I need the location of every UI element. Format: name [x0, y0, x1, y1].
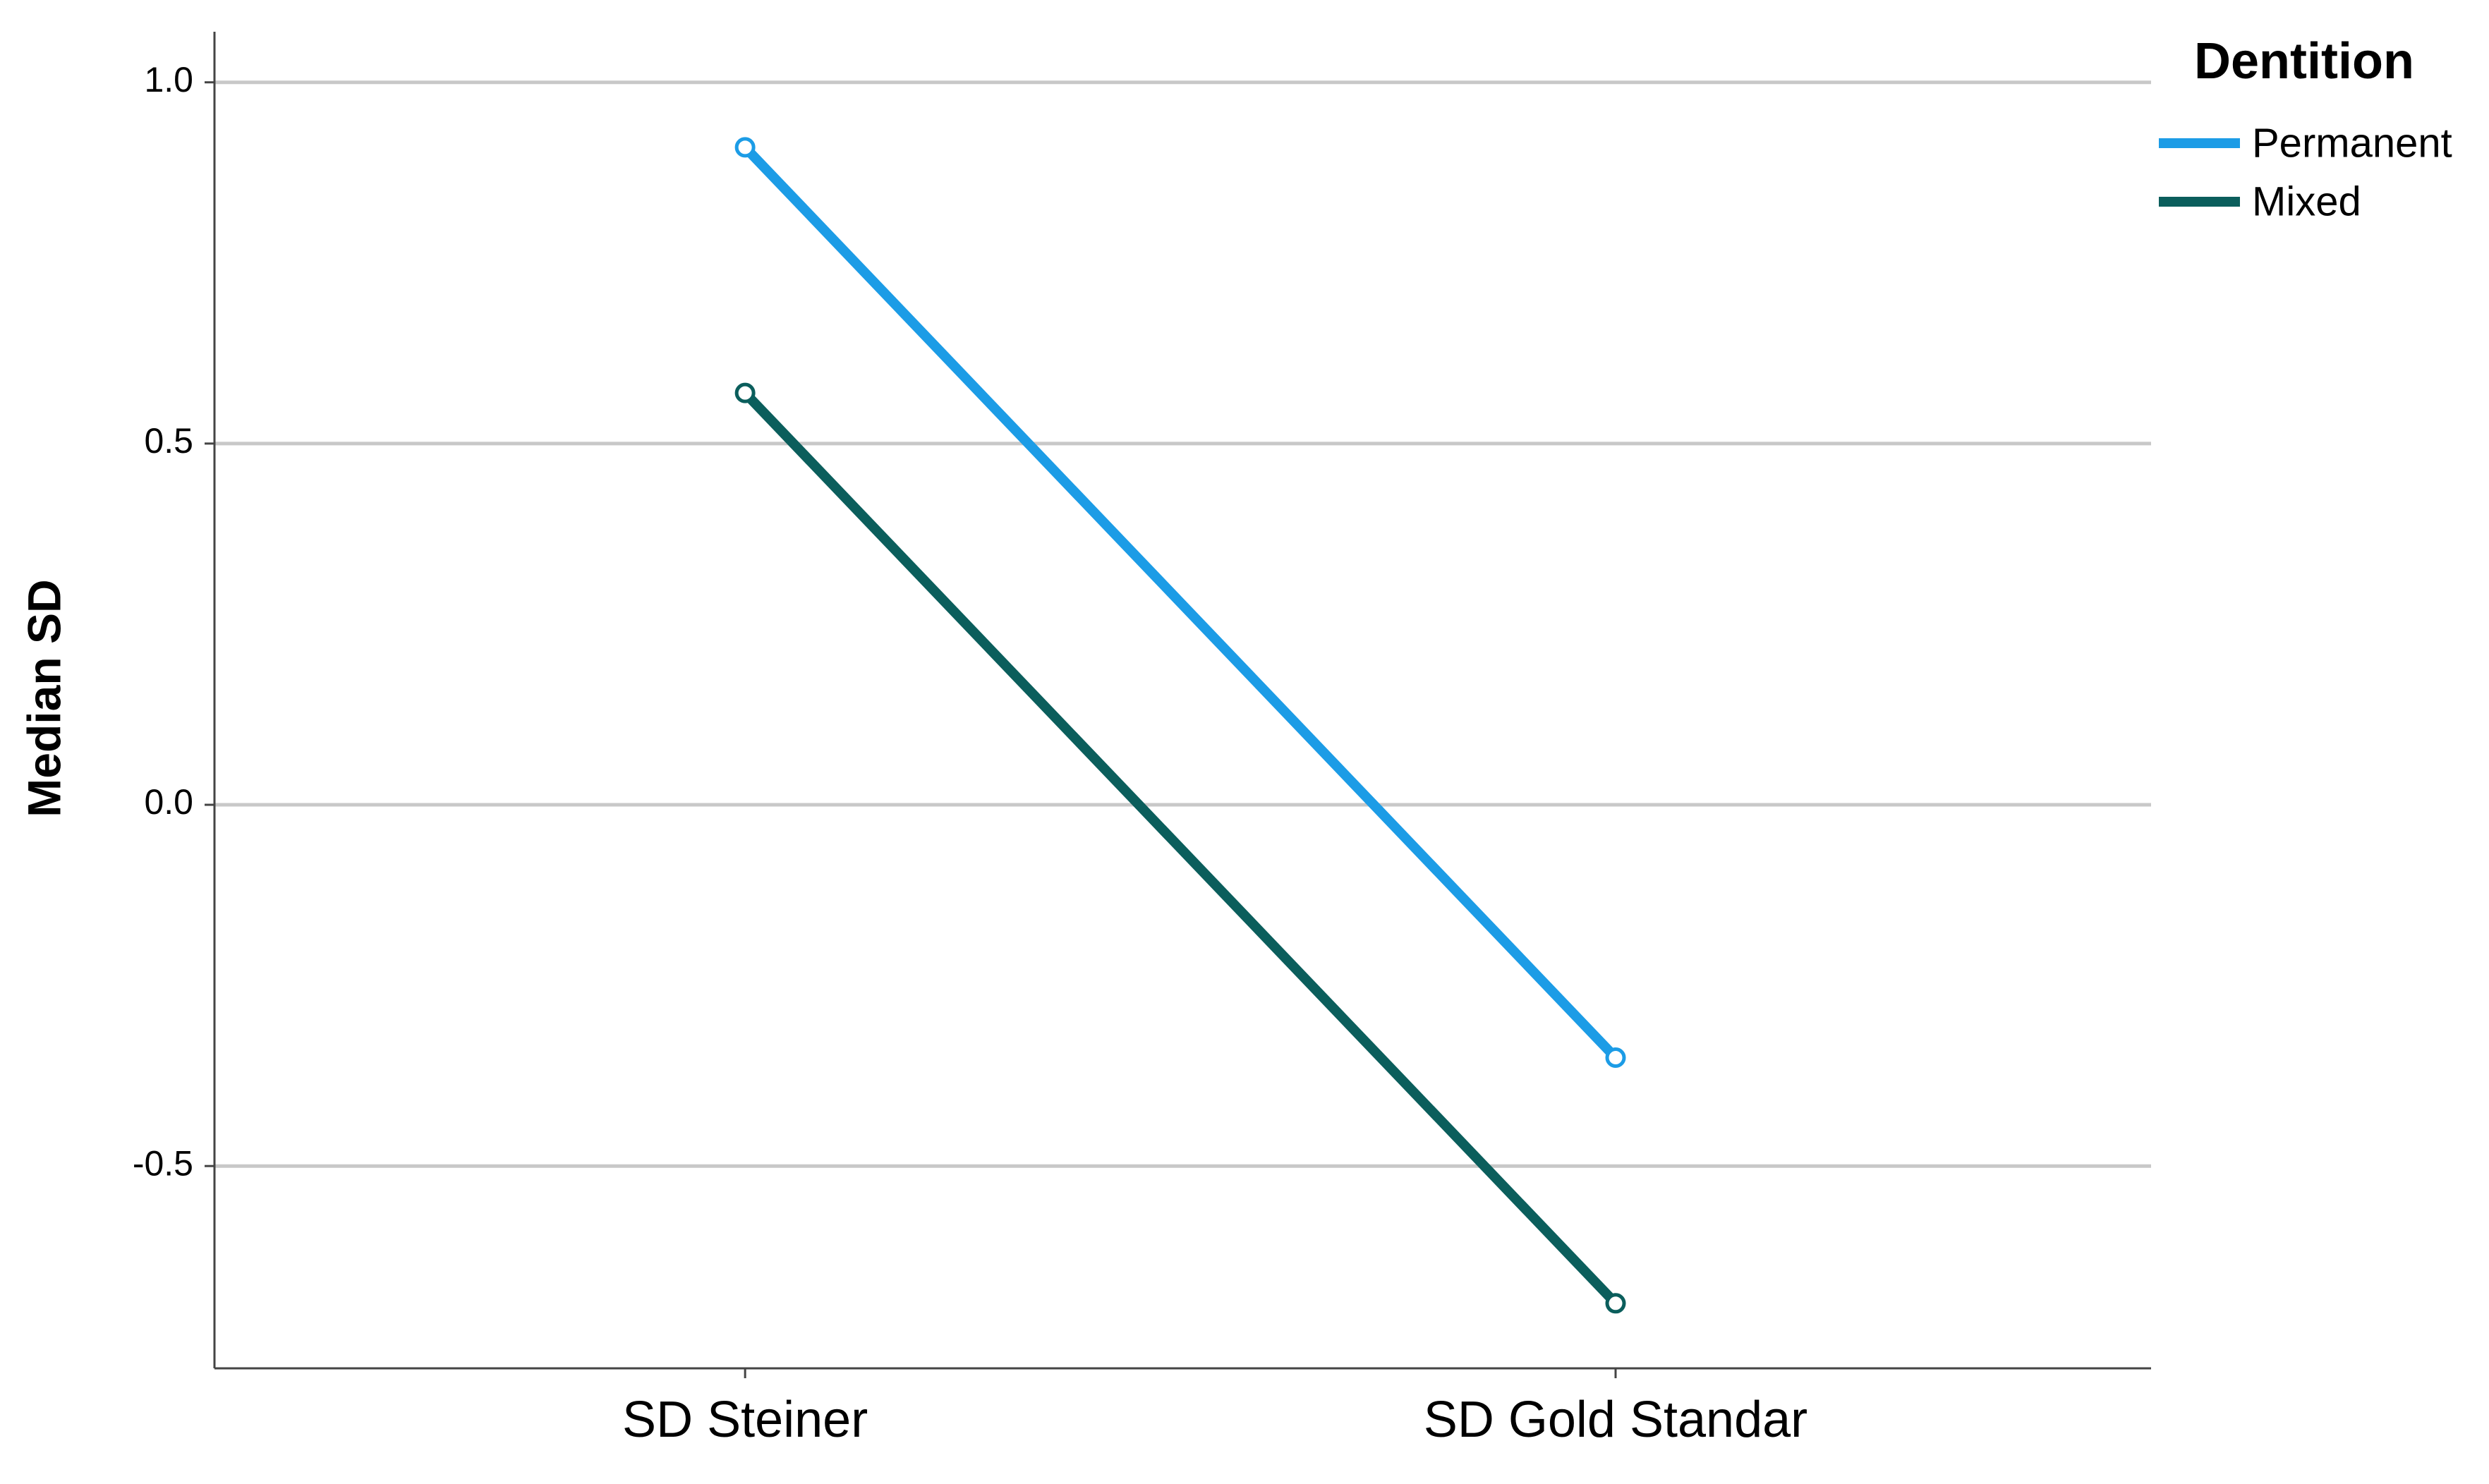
series-line [741, 144, 1620, 1062]
y-tick-label: 1.0 [144, 60, 193, 99]
series-line [741, 389, 1620, 1307]
y-tick-label: 0.5 [144, 421, 193, 461]
legend-title: Dentition [2194, 33, 2414, 90]
legend-label: Mixed [2252, 178, 2361, 224]
data-point [1605, 1047, 1626, 1069]
y-tick-label: 0.0 [144, 782, 193, 822]
y-tick-label: -0.5 [133, 1143, 193, 1183]
data-point [1605, 1293, 1626, 1314]
y-axis-label: Median SD [18, 579, 70, 817]
data-point [734, 137, 756, 158]
data-point [734, 382, 756, 403]
x-tick-label: SD Steiner [622, 1392, 868, 1448]
legend-label: Permanent [2252, 120, 2452, 166]
x-tick-label: SD Gold Standar [1424, 1392, 1807, 1448]
